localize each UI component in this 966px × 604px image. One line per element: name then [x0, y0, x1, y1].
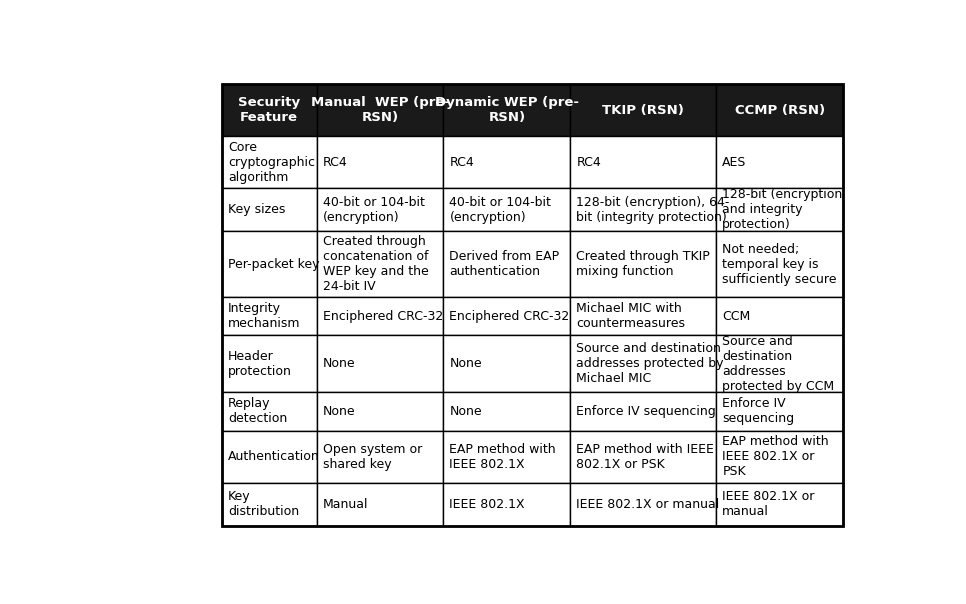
Bar: [222, 231, 317, 297]
Bar: [717, 231, 843, 297]
Bar: [443, 335, 570, 392]
Text: Manual: Manual: [323, 498, 368, 511]
Text: 128-bit (encryption), 64-
bit (integrity protection): 128-bit (encryption), 64- bit (integrity…: [577, 196, 729, 223]
Text: IEEE 802.1X or manual: IEEE 802.1X or manual: [577, 498, 720, 511]
Text: Source and
destination
addresses
protected by CCM: Source and destination addresses protect…: [723, 335, 835, 393]
Bar: [717, 483, 843, 526]
Text: Manual  WEP (pre-
RSN): Manual WEP (pre- RSN): [310, 96, 449, 124]
Bar: [570, 231, 717, 297]
Text: RC4: RC4: [323, 156, 348, 169]
Text: Core
cryptographic
algorithm: Core cryptographic algorithm: [228, 141, 315, 184]
Bar: [317, 483, 443, 526]
Text: IEEE 802.1X: IEEE 802.1X: [449, 498, 526, 511]
Text: None: None: [449, 357, 482, 370]
Bar: [443, 431, 570, 483]
Bar: [443, 297, 570, 335]
Text: RC4: RC4: [449, 156, 474, 169]
Text: None: None: [323, 405, 355, 418]
Bar: [443, 231, 570, 297]
Bar: [222, 84, 843, 526]
Bar: [317, 136, 443, 188]
Bar: [222, 188, 317, 231]
Bar: [570, 483, 717, 526]
Text: CCM: CCM: [723, 309, 751, 323]
Bar: [570, 84, 717, 136]
Bar: [570, 335, 717, 392]
Bar: [443, 136, 570, 188]
Text: 128-bit (encryption
and integrity
protection): 128-bit (encryption and integrity protec…: [723, 188, 842, 231]
Bar: [222, 431, 317, 483]
Bar: [222, 297, 317, 335]
Text: Header
protection: Header protection: [228, 350, 292, 378]
Text: Integrity
mechanism: Integrity mechanism: [228, 302, 300, 330]
Bar: [443, 392, 570, 431]
Bar: [317, 84, 443, 136]
Text: 40-bit or 104-bit
(encryption): 40-bit or 104-bit (encryption): [323, 196, 424, 223]
Bar: [443, 188, 570, 231]
Text: Authentication: Authentication: [228, 450, 320, 463]
Bar: [317, 392, 443, 431]
Text: None: None: [323, 357, 355, 370]
Text: Enforce IV
sequencing: Enforce IV sequencing: [723, 397, 794, 425]
Text: Enciphered CRC-32: Enciphered CRC-32: [323, 309, 442, 323]
Bar: [717, 188, 843, 231]
Text: Key sizes: Key sizes: [228, 204, 285, 216]
Bar: [570, 136, 717, 188]
Text: Dynamic WEP (pre-
RSN): Dynamic WEP (pre- RSN): [435, 96, 579, 124]
Text: EAP method with
IEEE 802.1X: EAP method with IEEE 802.1X: [449, 443, 556, 471]
Text: Created through
concatenation of
WEP key and the
24-bit IV: Created through concatenation of WEP key…: [323, 235, 428, 293]
Text: Source and destination
addresses protected by
Michael MIC: Source and destination addresses protect…: [577, 342, 724, 385]
Text: Open system or
shared key: Open system or shared key: [323, 443, 422, 471]
Bar: [717, 297, 843, 335]
Text: Not needed;
temporal key is
sufficiently secure: Not needed; temporal key is sufficiently…: [723, 243, 837, 286]
Bar: [570, 297, 717, 335]
Text: Derived from EAP
authentication: Derived from EAP authentication: [449, 250, 559, 278]
Text: TKIP (RSN): TKIP (RSN): [603, 104, 684, 117]
Bar: [222, 483, 317, 526]
Text: None: None: [449, 405, 482, 418]
Bar: [717, 392, 843, 431]
Bar: [317, 297, 443, 335]
Text: RC4: RC4: [577, 156, 601, 169]
Bar: [222, 84, 317, 136]
Bar: [717, 84, 843, 136]
Bar: [317, 188, 443, 231]
Bar: [717, 431, 843, 483]
Text: Enforce IV sequencing: Enforce IV sequencing: [577, 405, 716, 418]
Text: Replay
detection: Replay detection: [228, 397, 287, 425]
Bar: [317, 335, 443, 392]
Bar: [717, 136, 843, 188]
Bar: [317, 231, 443, 297]
Bar: [222, 136, 317, 188]
Text: CCMP (RSN): CCMP (RSN): [735, 104, 825, 117]
Bar: [222, 335, 317, 392]
Text: EAP method with
IEEE 802.1X or
PSK: EAP method with IEEE 802.1X or PSK: [723, 435, 829, 478]
Text: Per-packet key: Per-packet key: [228, 257, 320, 271]
Bar: [443, 84, 570, 136]
Text: Key
distribution: Key distribution: [228, 490, 298, 518]
Text: Created through TKIP
mixing function: Created through TKIP mixing function: [577, 250, 710, 278]
Bar: [570, 431, 717, 483]
Bar: [570, 392, 717, 431]
Bar: [222, 392, 317, 431]
Text: 40-bit or 104-bit
(encryption): 40-bit or 104-bit (encryption): [449, 196, 552, 223]
Bar: [717, 335, 843, 392]
Text: Enciphered CRC-32: Enciphered CRC-32: [449, 309, 570, 323]
Text: AES: AES: [723, 156, 747, 169]
Text: Michael MIC with
countermeasures: Michael MIC with countermeasures: [577, 302, 685, 330]
Text: IEEE 802.1X or
manual: IEEE 802.1X or manual: [723, 490, 814, 518]
Bar: [443, 483, 570, 526]
Text: EAP method with IEEE
802.1X or PSK: EAP method with IEEE 802.1X or PSK: [577, 443, 714, 471]
Bar: [570, 188, 717, 231]
Bar: [317, 431, 443, 483]
Text: Security
Feature: Security Feature: [239, 96, 300, 124]
